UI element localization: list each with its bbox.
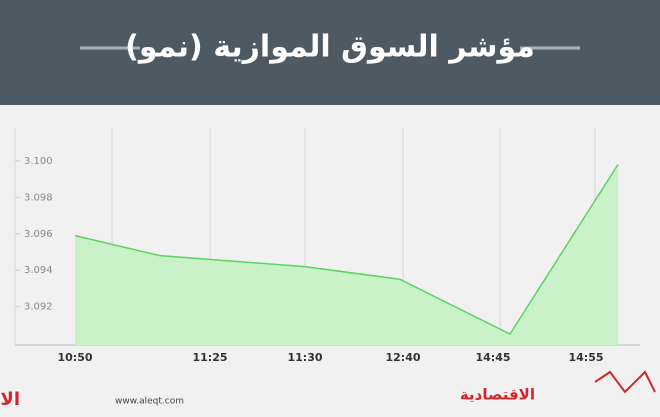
x-tick-label: 14:55 [568, 351, 603, 364]
y-tick-label: 3.094 [24, 265, 53, 276]
logo-icon [594, 370, 656, 394]
brand-logo: الاقتصادية [460, 386, 535, 404]
area [75, 164, 618, 345]
brand-logo: الاقتصادية [0, 389, 20, 410]
x-tick-label: 10:50 [57, 351, 92, 364]
plot: 3.092 3.094 3.096 3.098 3.100 10:50 11:25 11:30… [14, 128, 619, 364]
chart-title: مؤشر السوق الموازية (نمو) [125, 30, 535, 65]
y-tick-label: 3.100 [24, 156, 53, 167]
y-tick-label: 3.092 [24, 302, 53, 313]
y-tick-label: 3.096 [24, 229, 53, 240]
url: www.aleqt.com [115, 397, 184, 407]
header [0, 0, 660, 105]
x-tick-label: 11:30 [287, 351, 322, 364]
y-tick-label: 3.098 [24, 192, 53, 203]
x-tick-label: 12:40 [385, 351, 420, 364]
line [74, 164, 619, 336]
x-tick-label: 14:45 [475, 351, 510, 364]
x-tick-label: 11:25 [192, 351, 227, 364]
